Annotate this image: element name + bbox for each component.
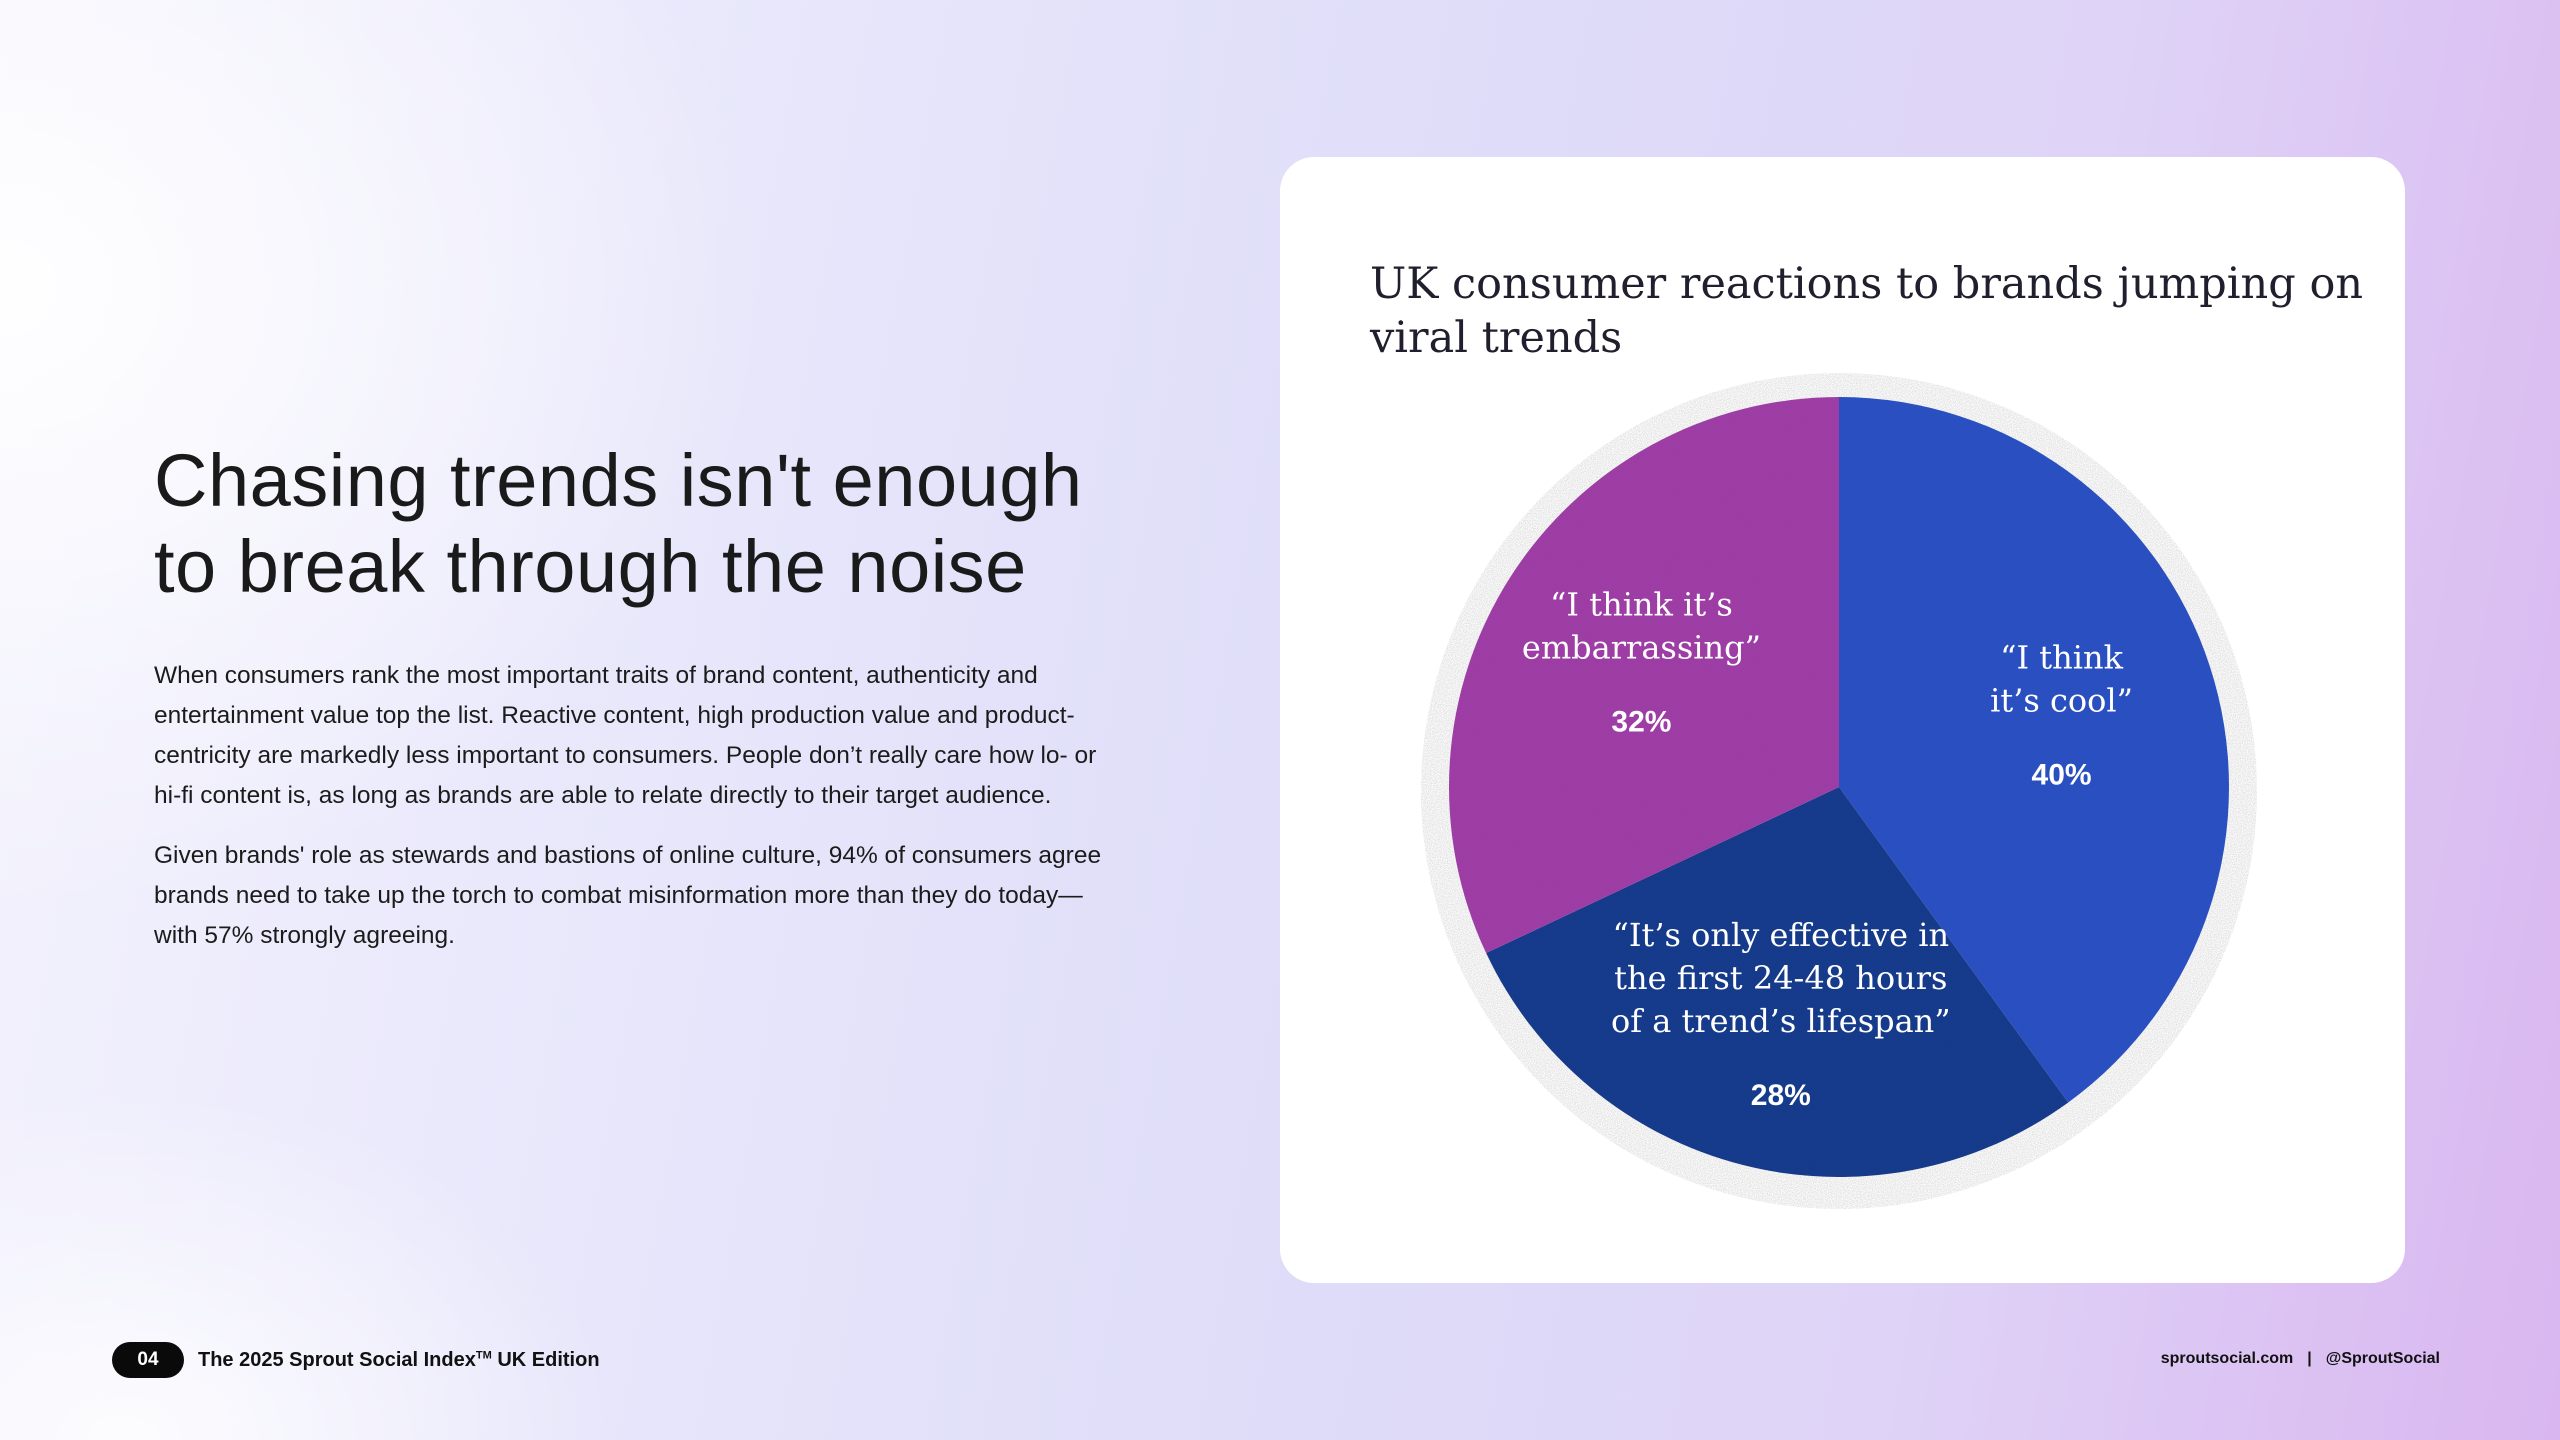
body-paragraph-2: Given brands' role as stewards and basti…	[154, 842, 1102, 949]
slice-value-3: 32%	[1611, 706, 1671, 739]
page-headline: Chasing trends isn't enough to break thr…	[154, 438, 1154, 610]
footer-separator: |	[2307, 1350, 2312, 1367]
social-handle-link[interactable]: @SproutSocial	[2325, 1350, 2440, 1367]
slice-label-2-line-3: of a trend’s lifespan”	[1611, 1002, 1951, 1040]
pie-labels: “I think it’s cool” 40% “It’s only effectiv…	[1522, 586, 2133, 1113]
pie-slice-3	[1449, 397, 1839, 954]
pie-slices	[1449, 397, 2229, 1178]
headline-line-2: to break through the noise	[154, 525, 1027, 608]
publication-edition: UK Edition	[491, 1348, 600, 1371]
slice-label-3: “I think it’s embarrassing” 32%	[1522, 586, 1761, 739]
slice-label-3-line-2: embarrassing”	[1522, 629, 1761, 667]
slice-label-3-line-1: “I think it’s	[1550, 586, 1733, 624]
footer-right: sproutsocial.com | @SproutSocial	[2161, 1350, 2440, 1368]
chart-title: UK consumer reactions to brands jumping …	[1370, 259, 2364, 363]
publication-title: The 2025 Sprout Social IndexTM UK Editio…	[198, 1349, 600, 1372]
website-link[interactable]: sproutsocial.com	[2160, 1350, 2294, 1367]
pie-chart: “I think it’s cool” 40% “It’s only effectiv…	[1421, 373, 2257, 1209]
publication-name: The 2025 Sprout Social Index	[198, 1348, 476, 1371]
slice-label-2-line-1: “It’s only effective in	[1612, 916, 1949, 954]
chart-card: UK consumer reactions to brands jumping …	[1280, 157, 2405, 1283]
body-copy: When consumers rank the most important t…	[154, 656, 1124, 956]
page-number-badge: 04	[112, 1342, 184, 1378]
slice-label-1-line-2: it’s cool”	[1990, 682, 2133, 720]
slice-value-2: 28%	[1751, 1079, 1811, 1112]
slice-label-2: “It’s only effective in the first 24-48 h…	[1611, 916, 1951, 1112]
slice-label-2-line-2: the first 24-48 hours	[1614, 959, 1947, 997]
pie-slice-1	[1839, 397, 2229, 1103]
slice-value-1: 40%	[2032, 759, 2092, 792]
body-paragraph-1: When consumers rank the most important t…	[154, 662, 1097, 809]
slice-label-1: “I think it’s cool” 40%	[1990, 639, 2133, 792]
footer-left: 04 The 2025 Sprout Social IndexTM UK Edi…	[112, 1342, 600, 1378]
headline-line-1: Chasing trends isn't enough	[154, 439, 1083, 522]
pie-slice-2	[1486, 787, 2069, 1178]
slice-label-1-line-1: “I think	[2000, 639, 2123, 677]
trademark-mark: TM	[475, 1348, 492, 1361]
